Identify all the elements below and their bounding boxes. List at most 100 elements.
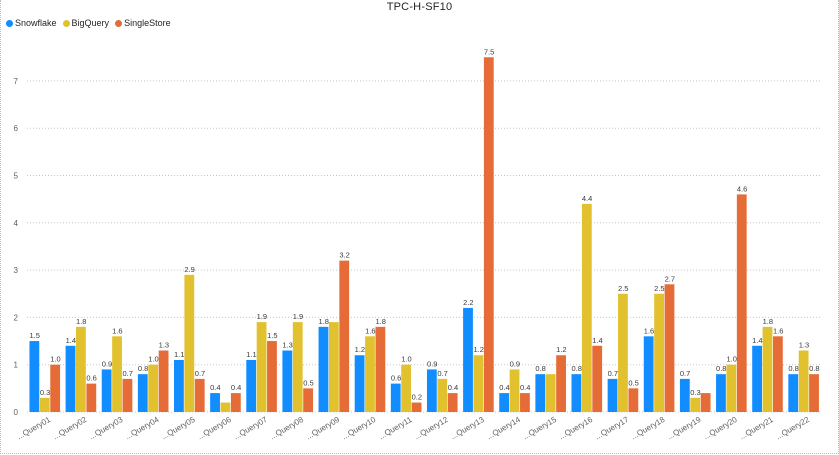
- bar-bigquery-7[interactable]: [256, 322, 267, 412]
- bar-bigquery-10[interactable]: [365, 336, 375, 412]
- data-label: 1.6: [773, 326, 783, 335]
- bar-snowflake-4[interactable]: [137, 374, 148, 412]
- bar-singlestore-20[interactable]: [736, 194, 747, 412]
- legend-label-snowflake: Snowflake: [15, 18, 57, 28]
- bar-singlestore-11[interactable]: [411, 402, 422, 412]
- data-label: 0.6: [391, 374, 401, 383]
- bar-singlestore-14[interactable]: [520, 393, 530, 412]
- bar-singlestore-1[interactable]: [50, 364, 61, 412]
- bar-singlestore-6[interactable]: [230, 393, 241, 412]
- bar-bigquery-9[interactable]: [328, 322, 339, 412]
- x-category-label: ...Query20: [702, 415, 739, 442]
- bar-singlestore-9[interactable]: [339, 260, 350, 412]
- legend-item-singlestore[interactable]: SingleStore: [115, 18, 171, 28]
- bar-snowflake-22[interactable]: [788, 374, 799, 412]
- data-label: 1.6: [112, 326, 122, 335]
- bar-bigquery-1[interactable]: [39, 397, 50, 412]
- data-label: 1.9: [293, 312, 303, 321]
- bar-singlestore-15[interactable]: [556, 355, 566, 412]
- bar-snowflake-5[interactable]: [174, 359, 184, 412]
- data-label: 0.4: [448, 383, 458, 392]
- bar-singlestore-2[interactable]: [86, 383, 97, 412]
- bar-singlestore-13[interactable]: [483, 57, 494, 412]
- data-label: 1.6: [365, 326, 375, 335]
- bar-bigquery-18[interactable]: [654, 293, 664, 412]
- data-label: 1.8: [319, 317, 329, 326]
- bar-bigquery-14[interactable]: [509, 369, 520, 412]
- bar-singlestore-22[interactable]: [809, 374, 819, 412]
- x-category-label: ...Query04: [124, 415, 161, 442]
- bar-bigquery-6[interactable]: [220, 402, 231, 412]
- bar-snowflake-7[interactable]: [246, 359, 257, 412]
- data-label: 2.5: [618, 284, 628, 293]
- bar-snowflake-16[interactable]: [571, 374, 582, 412]
- bar-bigquery-3[interactable]: [112, 336, 122, 412]
- bar-singlestore-16[interactable]: [592, 345, 603, 412]
- bar-snowflake-2[interactable]: [65, 345, 76, 412]
- bar-bigquery-15[interactable]: [545, 374, 556, 412]
- bar-bigquery-16[interactable]: [581, 203, 592, 412]
- data-label: 0.7: [195, 369, 205, 378]
- bar-bigquery-17[interactable]: [618, 293, 628, 412]
- bar-snowflake-15[interactable]: [535, 374, 546, 412]
- bar-snowflake-21[interactable]: [752, 345, 762, 412]
- bar-bigquery-4[interactable]: [148, 364, 159, 412]
- y-tick-label: 4: [14, 219, 19, 228]
- bar-bigquery-20[interactable]: [726, 364, 737, 412]
- bar-snowflake-6[interactable]: [210, 393, 220, 412]
- bar-singlestore-7[interactable]: [267, 341, 277, 412]
- bar-snowflake-12[interactable]: [426, 369, 437, 412]
- x-category-label: ...Query06: [196, 415, 233, 442]
- bar-singlestore-3[interactable]: [122, 378, 133, 412]
- bar-singlestore-19[interactable]: [700, 393, 711, 412]
- bar-bigquery-21[interactable]: [762, 326, 773, 412]
- data-label: 2.5: [654, 284, 664, 293]
- y-tick-label: 6: [14, 124, 19, 133]
- bar-bigquery-5[interactable]: [184, 274, 195, 412]
- bar-bigquery-12[interactable]: [437, 378, 448, 412]
- bar-snowflake-14[interactable]: [499, 393, 510, 412]
- bar-bigquery-19[interactable]: [690, 397, 701, 412]
- bar-singlestore-12[interactable]: [447, 393, 458, 412]
- bar-snowflake-10[interactable]: [354, 355, 365, 412]
- legend-item-snowflake[interactable]: Snowflake: [6, 18, 57, 28]
- y-tick-label: 1: [14, 361, 19, 370]
- data-label: 0.8: [716, 364, 726, 373]
- legend-marker-snowflake: [6, 19, 13, 27]
- data-label: 0.3: [40, 388, 50, 397]
- data-label: 1.6: [644, 326, 654, 335]
- bar-bigquery-22[interactable]: [798, 350, 809, 412]
- legend[interactable]: Snowflake BigQuery SingleStore: [6, 18, 171, 28]
- legend-item-bigquery[interactable]: BigQuery: [62, 18, 109, 28]
- bar-snowflake-13[interactable]: [463, 307, 473, 412]
- bar-bigquery-8[interactable]: [292, 322, 303, 412]
- x-category-label: ...Query16: [557, 415, 594, 442]
- bar-bigquery-13[interactable]: [473, 355, 484, 412]
- data-label: 0.7: [680, 369, 690, 378]
- bar-singlestore-5[interactable]: [194, 378, 205, 412]
- bar-singlestore-10[interactable]: [375, 326, 386, 412]
- bar-snowflake-20[interactable]: [716, 374, 726, 412]
- data-label: 1.3: [282, 341, 292, 350]
- bar-snowflake-19[interactable]: [679, 378, 690, 412]
- bar-singlestore-21[interactable]: [772, 336, 783, 412]
- bar-snowflake-18[interactable]: [643, 336, 654, 412]
- bar-snowflake-1[interactable]: [29, 341, 40, 412]
- bar-bigquery-11[interactable]: [401, 364, 412, 412]
- bar-snowflake-17[interactable]: [607, 378, 618, 412]
- bar-singlestore-18[interactable]: [664, 284, 675, 412]
- data-label: 1.8: [763, 317, 773, 326]
- bar-singlestore-4[interactable]: [158, 350, 169, 412]
- data-label: 2.9: [184, 265, 194, 274]
- data-label: 1.3: [159, 341, 169, 350]
- bar-snowflake-9[interactable]: [318, 326, 329, 412]
- bar-bigquery-2[interactable]: [76, 326, 86, 412]
- bar-singlestore-17[interactable]: [628, 388, 639, 412]
- bar-snowflake-11[interactable]: [390, 383, 401, 412]
- bar-snowflake-3[interactable]: [101, 369, 112, 412]
- bar-snowflake-8[interactable]: [282, 350, 293, 412]
- bar-singlestore-8[interactable]: [303, 388, 314, 412]
- data-label: 0.4: [499, 383, 509, 392]
- data-label: 0.6: [86, 374, 96, 383]
- data-label: 1.4: [66, 336, 76, 345]
